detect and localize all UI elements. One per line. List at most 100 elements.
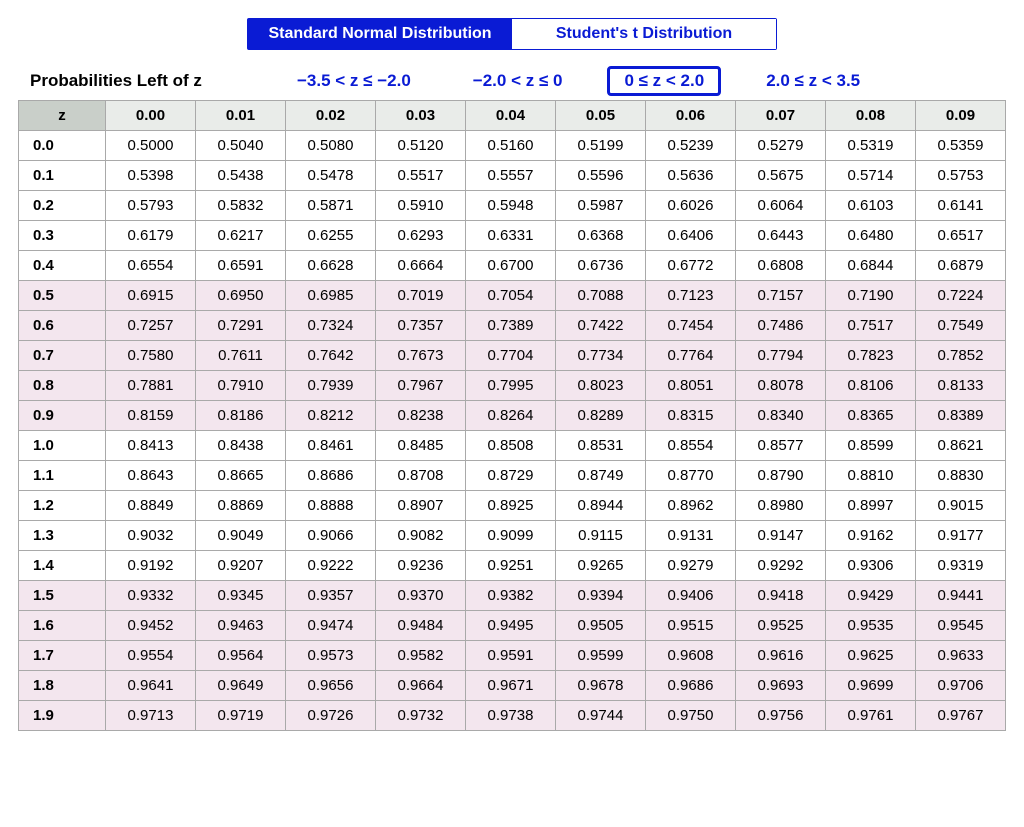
cell: 0.9332 xyxy=(106,581,196,611)
cell: 0.9693 xyxy=(736,671,826,701)
cell: 0.6554 xyxy=(106,251,196,281)
table-row: 0.80.78810.79100.79390.79670.79950.80230… xyxy=(19,371,1006,401)
cell: 0.9345 xyxy=(196,581,286,611)
cell: 0.9357 xyxy=(286,581,376,611)
cell: 0.7422 xyxy=(556,311,646,341)
cell: 0.9713 xyxy=(106,701,196,731)
cell: 0.8997 xyxy=(826,491,916,521)
cell: 0.9452 xyxy=(106,611,196,641)
table-row: 1.40.91920.92070.92220.92360.92510.92650… xyxy=(19,551,1006,581)
cell: 0.8461 xyxy=(286,431,376,461)
cell: 0.8708 xyxy=(376,461,466,491)
cell: 0.8749 xyxy=(556,461,646,491)
range-tab-0[interactable]: −3.5 < z ≤ −2.0 xyxy=(280,66,428,96)
cell: 0.9394 xyxy=(556,581,646,611)
cell: 0.7324 xyxy=(286,311,376,341)
cell: 0.9582 xyxy=(376,641,466,671)
cell: 0.9484 xyxy=(376,611,466,641)
cell: 0.6368 xyxy=(556,221,646,251)
cell: 0.9767 xyxy=(916,701,1006,731)
cell: 0.6736 xyxy=(556,251,646,281)
col-header-0.00: 0.00 xyxy=(106,101,196,131)
range-tab-2[interactable]: 0 ≤ z < 2.0 xyxy=(607,66,721,96)
row-z-label: 1.4 xyxy=(19,551,106,581)
col-header-0.03: 0.03 xyxy=(376,101,466,131)
cell: 0.6331 xyxy=(466,221,556,251)
cell: 0.9678 xyxy=(556,671,646,701)
cell: 0.7580 xyxy=(106,341,196,371)
cell: 0.8830 xyxy=(916,461,1006,491)
page: Standard Normal Distribution Student's t… xyxy=(0,0,1024,755)
cell: 0.9625 xyxy=(826,641,916,671)
cell: 0.5199 xyxy=(556,131,646,161)
col-header-0.02: 0.02 xyxy=(286,101,376,131)
cell: 0.6517 xyxy=(916,221,1006,251)
cell: 0.7019 xyxy=(376,281,466,311)
cell: 0.9608 xyxy=(646,641,736,671)
row-z-label: 0.5 xyxy=(19,281,106,311)
table-row: 0.60.72570.72910.73240.73570.73890.74220… xyxy=(19,311,1006,341)
cell: 0.5753 xyxy=(916,161,1006,191)
row-z-label: 1.5 xyxy=(19,581,106,611)
cell: 0.9441 xyxy=(916,581,1006,611)
cell: 0.9495 xyxy=(466,611,556,641)
cell: 0.7642 xyxy=(286,341,376,371)
cell: 0.9564 xyxy=(196,641,286,671)
col-header-0.08: 0.08 xyxy=(826,101,916,131)
cell: 0.9750 xyxy=(646,701,736,731)
cell: 0.8531 xyxy=(556,431,646,461)
cell: 0.9251 xyxy=(466,551,556,581)
range-tab-3[interactable]: 2.0 ≤ z < 3.5 xyxy=(749,66,877,96)
table-row: 1.20.88490.88690.88880.89070.89250.89440… xyxy=(19,491,1006,521)
cell: 0.5398 xyxy=(106,161,196,191)
cell: 0.8729 xyxy=(466,461,556,491)
cell: 0.6844 xyxy=(826,251,916,281)
row-z-label: 1.0 xyxy=(19,431,106,461)
cell: 0.5438 xyxy=(196,161,286,191)
cell: 0.9633 xyxy=(916,641,1006,671)
row-z-label: 1.7 xyxy=(19,641,106,671)
row-z-label: 0.3 xyxy=(19,221,106,251)
table-row: 1.80.96410.96490.96560.96640.96710.96780… xyxy=(19,671,1006,701)
cell: 0.8389 xyxy=(916,401,1006,431)
cell: 0.5557 xyxy=(466,161,556,191)
cell: 0.5948 xyxy=(466,191,556,221)
cell: 0.5279 xyxy=(736,131,826,161)
cell: 0.5239 xyxy=(646,131,736,161)
cell: 0.8554 xyxy=(646,431,736,461)
cell: 0.8925 xyxy=(466,491,556,521)
cell: 0.9162 xyxy=(826,521,916,551)
cell: 0.6026 xyxy=(646,191,736,221)
tab-students-t[interactable]: Student's t Distribution xyxy=(512,19,776,49)
cell: 0.9192 xyxy=(106,551,196,581)
row-z-label: 1.9 xyxy=(19,701,106,731)
cell: 0.7967 xyxy=(376,371,466,401)
cell: 0.9756 xyxy=(736,701,826,731)
table-row: 0.70.75800.76110.76420.76730.77040.77340… xyxy=(19,341,1006,371)
cell: 0.7764 xyxy=(646,341,736,371)
cell: 0.5714 xyxy=(826,161,916,191)
cell: 0.9207 xyxy=(196,551,286,581)
cell: 0.9032 xyxy=(106,521,196,551)
cell: 0.9131 xyxy=(646,521,736,551)
range-tab-1[interactable]: −2.0 < z ≤ 0 xyxy=(456,66,580,96)
cell: 0.9744 xyxy=(556,701,646,731)
cell: 0.8485 xyxy=(376,431,466,461)
tab-standard-normal[interactable]: Standard Normal Distribution xyxy=(248,19,512,49)
cell: 0.9545 xyxy=(916,611,1006,641)
cell: 0.9265 xyxy=(556,551,646,581)
cell: 0.6064 xyxy=(736,191,826,221)
cell: 0.8577 xyxy=(736,431,826,461)
cell: 0.6808 xyxy=(736,251,826,281)
cell: 0.9382 xyxy=(466,581,556,611)
cell: 0.9656 xyxy=(286,671,376,701)
cell: 0.9049 xyxy=(196,521,286,551)
table-row: 0.30.61790.62170.62550.62930.63310.63680… xyxy=(19,221,1006,251)
cell: 0.9616 xyxy=(736,641,826,671)
cell: 0.7823 xyxy=(826,341,916,371)
cell: 0.5359 xyxy=(916,131,1006,161)
cell: 0.6915 xyxy=(106,281,196,311)
cell: 0.8508 xyxy=(466,431,556,461)
cell: 0.6406 xyxy=(646,221,736,251)
cell: 0.8264 xyxy=(466,401,556,431)
